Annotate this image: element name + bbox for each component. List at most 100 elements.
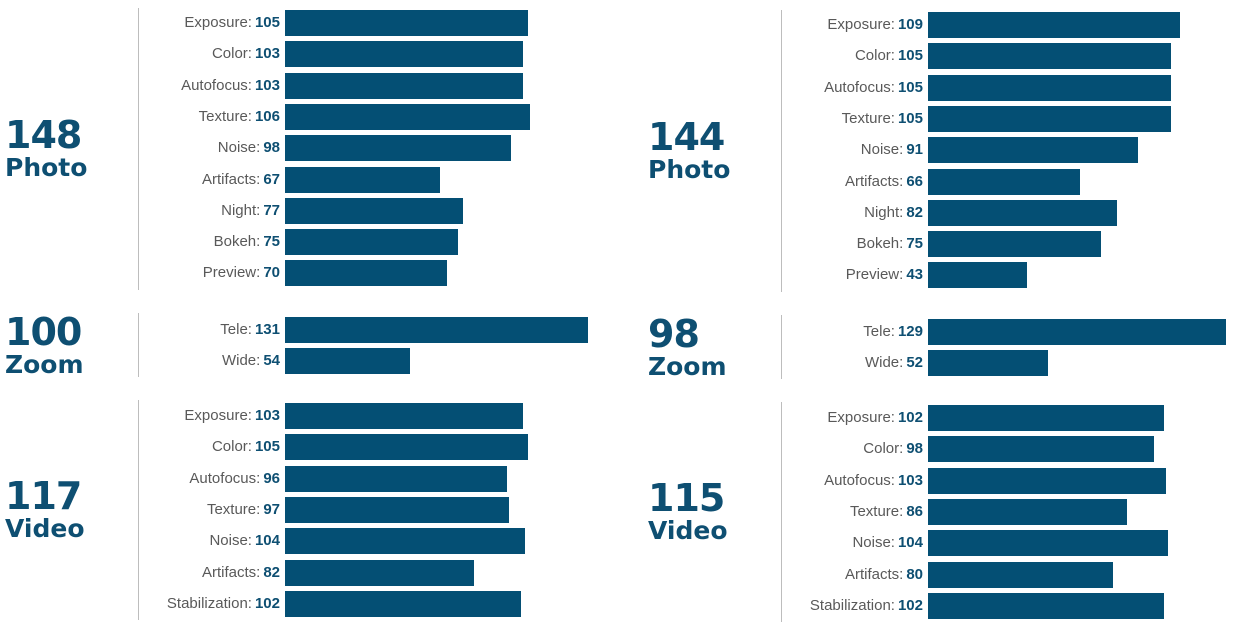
tick-label: Artifacts: <box>201 563 261 581</box>
video-group: 115 Video Exposure: 102 Color: 98 Autofocus:… <box>643 402 1242 622</box>
photo-row: Autofocus: 103 <box>0 72 610 99</box>
zoom-label: Tele: 131 <box>220 317 280 343</box>
tick-label: Noise: <box>852 534 895 552</box>
data-label: 98 <box>263 139 280 157</box>
photo-score: 144 <box>648 115 725 159</box>
data-label: 80 <box>906 565 923 583</box>
data-label: 104 <box>254 532 280 550</box>
photo-row: Noise: 98 <box>0 135 610 162</box>
tick-label: Exposure: <box>184 407 252 424</box>
video-row: Noise: 104 <box>643 530 1242 557</box>
video-axis-line <box>781 402 782 622</box>
tick-label: Stabilization: <box>166 594 252 612</box>
zoom-row: Wide: 54 <box>0 348 610 374</box>
data-label: 102 <box>897 596 923 614</box>
tick-label: Noise: <box>860 141 904 159</box>
video-bar <box>928 592 1164 619</box>
photo-bar <box>928 43 1171 70</box>
video-label: Stabilization: 102 <box>167 591 280 617</box>
video-axis-line <box>138 400 139 620</box>
zoom-label: Wide: 52 <box>865 350 923 376</box>
data-label: 105 <box>254 14 280 31</box>
tick-label: Autofocus: <box>824 78 895 96</box>
video-bar <box>928 467 1166 494</box>
tick-label: Wide: <box>221 352 261 369</box>
tick-label: Texture: <box>198 107 252 125</box>
photo-row: Texture: 106 <box>0 103 610 130</box>
photo-bar <box>928 262 1028 289</box>
photo-label: Night: 82 <box>864 200 923 226</box>
tick-label: Bokeh: <box>213 233 261 251</box>
data-label: 131 <box>254 321 280 338</box>
photo-label: Preview: 70 <box>203 260 280 286</box>
photo-row: Exposure: 109 <box>643 12 1242 38</box>
data-label: 75 <box>263 233 280 251</box>
data-label: 106 <box>254 107 280 125</box>
photo-label: Exposure: 109 <box>827 12 923 38</box>
photo-label: Autofocus: 103 <box>181 73 280 99</box>
photo-label: Texture: 106 <box>199 104 280 130</box>
video-bar <box>285 403 523 429</box>
video-label: Exposure: 103 <box>184 403 280 429</box>
zoom-group: 98 Zoom Tele: 129 Wide: 52 <box>643 315 1242 380</box>
data-label: 129 <box>897 323 923 340</box>
tick-label: Color: <box>211 45 252 63</box>
video-group: 117 Video Exposure: 103 Color: 105 Autofocus… <box>0 400 610 620</box>
video-row: Stabilization: 102 <box>643 592 1242 619</box>
tick-label: Tele: <box>220 321 252 338</box>
zoom-row: Wide: 52 <box>643 350 1242 376</box>
photo-row: Bokeh: 75 <box>643 231 1242 258</box>
data-label: 103 <box>897 471 923 489</box>
zoom-row: Tele: 129 <box>643 319 1242 345</box>
photo-row: Noise: 91 <box>643 137 1242 164</box>
photo-category: Photo <box>648 155 731 184</box>
photo-bar <box>928 231 1102 258</box>
video-bar <box>928 498 1127 525</box>
video-label: Color: 98 <box>863 436 923 462</box>
photo-bar <box>285 72 523 99</box>
photo-label: Noise: 91 <box>861 137 923 163</box>
video-bar <box>928 530 1169 557</box>
video-bar <box>928 405 1164 431</box>
video-label: Color: 105 <box>212 434 280 460</box>
photo-row: Artifacts: 67 <box>0 166 610 193</box>
data-label: 103 <box>254 76 280 94</box>
data-label: 70 <box>263 264 280 282</box>
video-row: Color: 98 <box>643 436 1242 463</box>
photo-axis-line <box>781 10 782 292</box>
photo-category: Photo <box>5 153 88 182</box>
video-bar <box>285 434 528 461</box>
photo-label: Artifacts: 66 <box>845 169 923 195</box>
photo-label: Preview: 43 <box>846 262 923 288</box>
video-label: Exposure: 102 <box>827 405 923 431</box>
video-label: Noise: 104 <box>209 528 280 554</box>
data-label: 91 <box>906 141 923 159</box>
photo-bar <box>285 10 528 36</box>
tick-label: Autofocus: <box>824 471 895 489</box>
data-label: 105 <box>897 47 923 65</box>
tick-label: Night: <box>864 203 904 221</box>
tick-label: Texture: <box>206 500 261 518</box>
photo-row: Texture: 105 <box>643 105 1242 132</box>
photo-bar <box>928 137 1139 164</box>
photo-bar <box>285 135 512 162</box>
photo-bar <box>285 229 459 256</box>
tick-label: Artifacts: <box>844 172 904 190</box>
tick-label: Color: <box>863 440 904 458</box>
photo-group: 148 Photo Exposure: 105 Color: 103 Autofocus… <box>0 8 610 290</box>
photo-row: Color: 105 <box>643 43 1242 70</box>
video-row: Artifacts: 80 <box>643 561 1242 588</box>
zoom-row: Tele: 131 <box>0 317 610 343</box>
video-score: 115 <box>648 476 725 520</box>
data-label: 103 <box>254 45 280 63</box>
data-label: 105 <box>254 438 280 456</box>
photo-bar <box>928 199 1118 226</box>
photo-bar <box>285 260 447 287</box>
data-label: 102 <box>897 409 923 426</box>
video-label: Artifacts: 80 <box>845 562 923 588</box>
photo-label: Texture: 105 <box>842 106 923 132</box>
data-label: 96 <box>263 469 280 487</box>
zoom-bar <box>928 319 1226 345</box>
tick-label: Preview: <box>202 264 261 282</box>
data-label: 67 <box>263 170 280 188</box>
